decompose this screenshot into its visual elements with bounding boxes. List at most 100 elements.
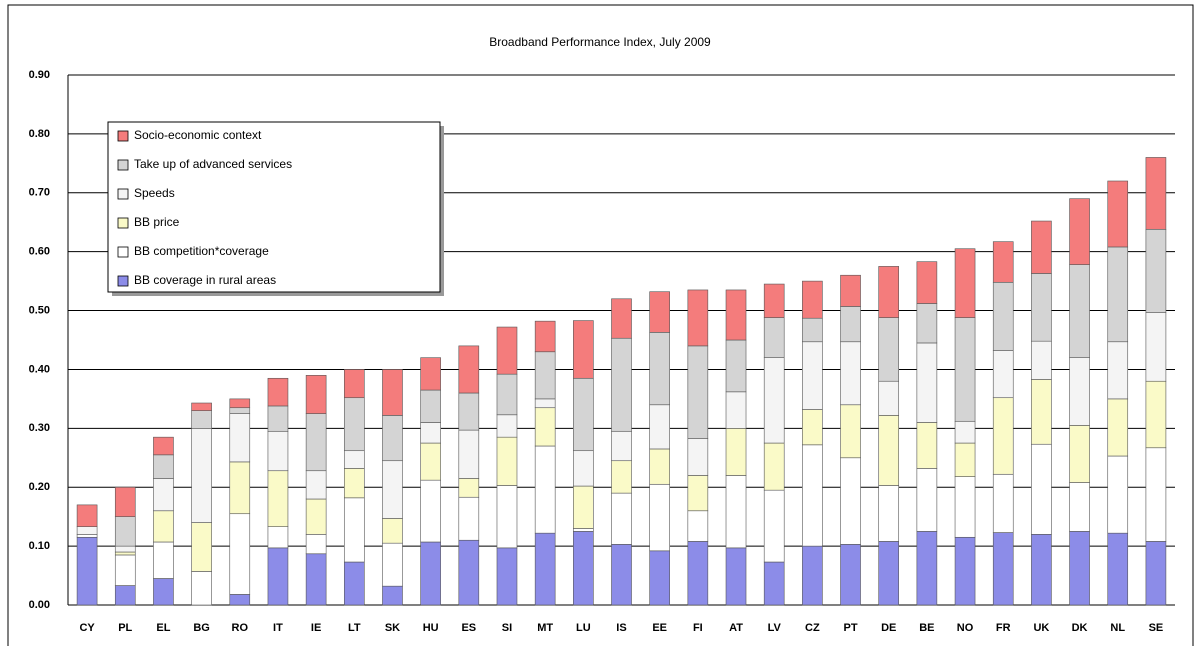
legend-swatch xyxy=(117,188,129,200)
x-tick-label: LV xyxy=(768,622,782,634)
bar-segment xyxy=(763,317,785,358)
bar-segment xyxy=(76,534,98,538)
bar-segment xyxy=(1107,455,1129,534)
bar-segment xyxy=(343,497,365,563)
bar-segment xyxy=(649,483,670,552)
x-tick-label: SI xyxy=(502,622,512,634)
bar-segment xyxy=(496,547,518,606)
bar-segment xyxy=(840,341,861,406)
bar-segment xyxy=(763,561,785,606)
bar-segment xyxy=(382,542,403,587)
bar-segment xyxy=(191,410,212,429)
bar-segment xyxy=(496,485,518,549)
legend-swatch xyxy=(117,246,129,258)
bar-segment xyxy=(573,485,594,529)
bar-segment xyxy=(382,518,403,544)
bar-segment xyxy=(496,436,518,486)
bar-segment xyxy=(534,445,556,534)
y-tick-label: 0.40 xyxy=(29,363,50,375)
bar-segment xyxy=(802,545,823,606)
x-tick-label: AT xyxy=(729,622,743,634)
bar-segment xyxy=(1107,398,1129,457)
bar-segment xyxy=(878,317,900,382)
bar-segment xyxy=(916,342,938,423)
bar-segment xyxy=(687,289,709,347)
bar-segment xyxy=(916,261,938,304)
bar-segment xyxy=(229,594,251,606)
bar-segment xyxy=(954,248,976,318)
bar-segment xyxy=(305,470,327,500)
y-tick-label: 0.20 xyxy=(29,481,50,493)
bar-segment xyxy=(992,532,1014,606)
bar-segment xyxy=(802,280,823,319)
bar-segment xyxy=(534,407,556,447)
x-tick-label: IS xyxy=(616,622,626,634)
bar-segment xyxy=(611,492,632,545)
bar-segment xyxy=(420,357,441,391)
legend-swatch xyxy=(117,275,129,287)
legend-label: BB price xyxy=(134,215,180,229)
bar-segment xyxy=(420,422,441,444)
bar-segment xyxy=(267,377,289,407)
bar-segment xyxy=(1145,157,1167,230)
bar-segment xyxy=(573,450,594,487)
y-tick-label: 0.30 xyxy=(29,422,50,434)
bar-segment xyxy=(420,389,441,423)
bar-segment xyxy=(191,571,212,606)
legend-label: BB competition*coverage xyxy=(134,244,269,258)
bar-segment xyxy=(267,526,289,549)
legend-label: Speeds xyxy=(134,186,175,200)
x-tick-label: RO xyxy=(232,622,249,634)
bar-segment xyxy=(191,428,212,523)
bar-segment xyxy=(76,526,98,535)
bar-segment xyxy=(840,457,861,545)
x-tick-label: CY xyxy=(79,622,95,634)
bar-segment xyxy=(1107,180,1129,248)
bar-segment xyxy=(573,377,594,452)
y-tick-label: 0.60 xyxy=(29,246,50,258)
bar-segment xyxy=(954,317,976,422)
bar-segment xyxy=(725,339,747,393)
legend-label: Socio-economic context xyxy=(134,128,262,142)
bar-segment xyxy=(305,498,327,535)
bar-segment xyxy=(992,473,1014,533)
y-tick-label: 0.90 xyxy=(29,69,50,81)
bar-segment xyxy=(992,241,1014,283)
bar-segment xyxy=(305,553,327,606)
bar-segment xyxy=(496,414,518,438)
bar-segment xyxy=(763,283,785,318)
bar-segment xyxy=(1145,541,1167,606)
bar-segment xyxy=(649,550,670,606)
bar-segment xyxy=(573,531,594,606)
bar-segment xyxy=(343,468,365,499)
bar-segment xyxy=(153,578,174,606)
x-tick-label: FR xyxy=(996,622,1011,634)
bar-segment xyxy=(114,554,136,586)
x-tick-label: SK xyxy=(385,622,400,634)
bar-segment xyxy=(534,320,556,353)
x-tick-label: LT xyxy=(348,622,361,634)
bar-segment xyxy=(763,489,785,563)
bar-segment xyxy=(343,450,365,469)
bar-segment xyxy=(534,398,556,409)
bar-segment xyxy=(305,534,327,555)
bar-segment xyxy=(229,407,251,414)
bar-segment xyxy=(611,544,632,606)
bar-segment xyxy=(687,475,709,512)
bar-segment xyxy=(878,266,900,318)
bar-segment xyxy=(802,409,823,446)
bar-segment xyxy=(343,397,365,452)
x-tick-label: BE xyxy=(919,622,934,634)
x-tick-label: NO xyxy=(957,622,974,634)
legend-swatch xyxy=(117,130,129,142)
bar-segment xyxy=(840,306,861,343)
bar-segment xyxy=(382,585,403,606)
bar-segment xyxy=(191,402,212,411)
bar-segment xyxy=(687,438,709,476)
bar-segment xyxy=(1031,273,1052,342)
bar-segment xyxy=(229,413,251,463)
bar-segment xyxy=(725,289,747,341)
bar-segment xyxy=(1031,220,1052,274)
bar-segment xyxy=(916,422,938,469)
